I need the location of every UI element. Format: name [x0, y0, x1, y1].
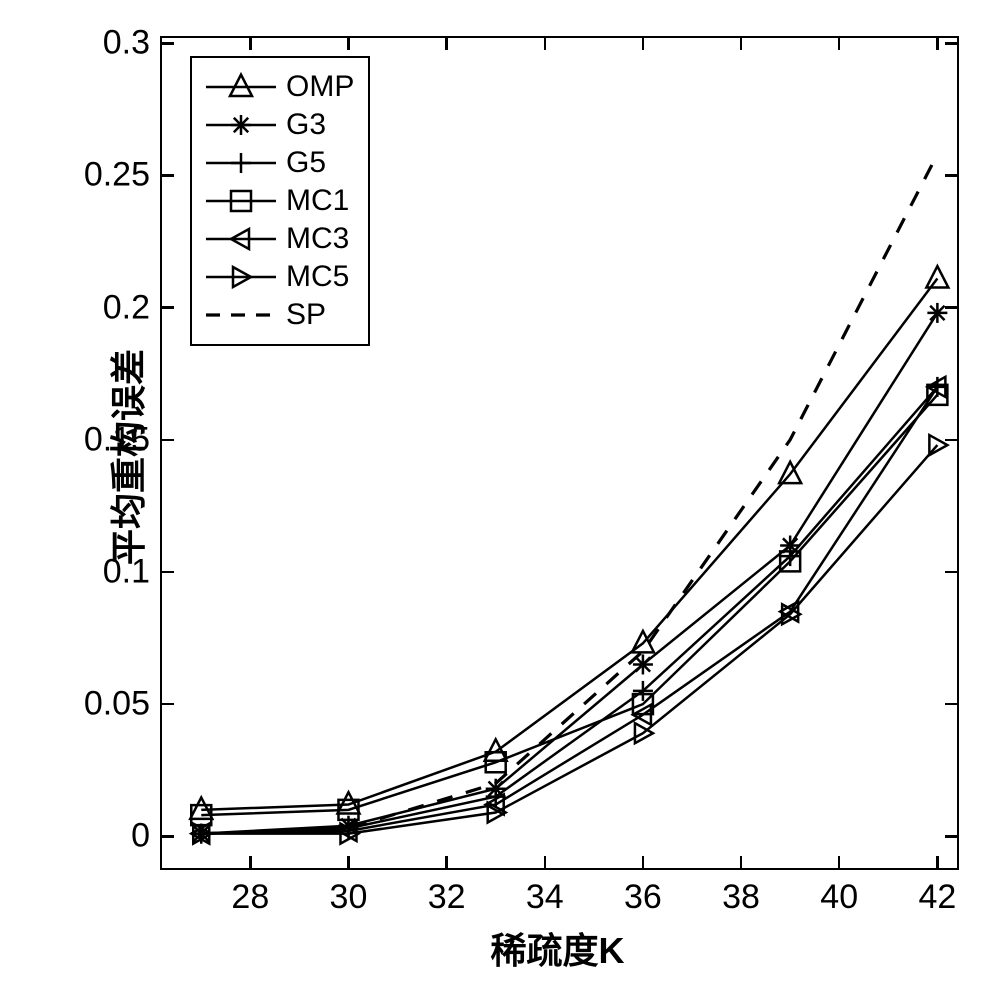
x-axis-label: 稀疏度K [491, 922, 625, 974]
series-line-MC1 [201, 395, 937, 815]
legend-box: OMP G3 G5 MC1 MC3 MC5 SP [190, 56, 370, 346]
legend-item-MC1: MC1 [206, 182, 354, 220]
x-tick-label: 30 [330, 878, 368, 917]
x-tick-label: 32 [428, 878, 466, 917]
legend-item-SP: SP [206, 296, 354, 334]
x-tick-label: 40 [820, 878, 858, 917]
series-line-OMP [201, 279, 937, 810]
legend-item-MC5: MC5 [206, 258, 354, 296]
legend-item-label: SP [286, 298, 326, 332]
legend-item-label: G3 [286, 108, 326, 142]
legend-item-MC3: MC3 [206, 220, 354, 258]
y-tick-label: 0.05 [84, 685, 150, 724]
legend-item-label: OMP [286, 70, 354, 104]
y-tick-label: 0.25 [84, 156, 150, 195]
series-marker-OMP [485, 739, 507, 760]
x-tick-label: 34 [526, 878, 564, 917]
legend-item-label: MC3 [286, 222, 349, 256]
y-tick-label: 0 [131, 817, 150, 856]
x-tick-label: 38 [722, 878, 760, 917]
legend-item-G3: G3 [206, 106, 354, 144]
series-line-MC3 [201, 387, 937, 834]
series-line-MC5 [201, 445, 937, 834]
series-marker-OMP [926, 266, 948, 287]
y-tick-label: 0.3 [103, 24, 150, 63]
y-tick-label: 0.2 [103, 288, 150, 327]
series-line-G5 [201, 387, 937, 834]
legend-item-label: G5 [286, 146, 326, 180]
legend-item-G5: G5 [206, 144, 354, 182]
legend-item-label: MC1 [286, 184, 349, 218]
chart-container: OMPG3G5MC1MC3MC5SP 00.050.10.150.20.250.… [0, 0, 999, 1000]
plot-area: OMPG3G5MC1MC3MC5SP 00.050.10.150.20.250.… [160, 36, 959, 870]
legend-item-OMP: OMP [206, 68, 354, 106]
x-tick-label: 28 [231, 878, 269, 917]
legend-item-label: MC5 [286, 260, 349, 294]
x-tick-label: 42 [918, 878, 956, 917]
x-tick-label: 36 [624, 878, 662, 917]
y-axis-label: 平均重构误差 [100, 349, 152, 565]
